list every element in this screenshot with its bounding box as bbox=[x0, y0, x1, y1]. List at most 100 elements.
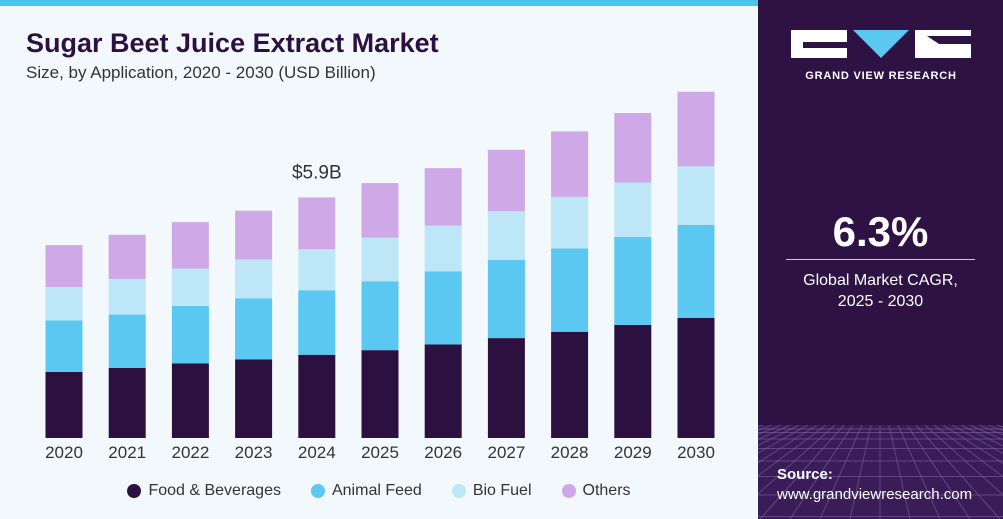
grid-line bbox=[897, 425, 941, 519]
bar-2021-food-beverages bbox=[108, 367, 146, 438]
bar-2025-animal-feed bbox=[361, 281, 399, 351]
x-tick-label: 2025 bbox=[361, 443, 399, 462]
bar-2029-others bbox=[614, 113, 652, 183]
bar-2030-bio-fuel bbox=[677, 166, 715, 225]
grid-line bbox=[915, 425, 1001, 519]
bar-2022-others bbox=[171, 222, 209, 269]
bar-2029-animal-feed bbox=[614, 237, 652, 325]
brand-logo: GRAND VIEW RESEARCH bbox=[791, 30, 971, 82]
bar-2030-food-beverages bbox=[677, 317, 715, 438]
grid-line bbox=[933, 425, 1003, 478]
stacked-bar-chart: 2020 2021 2022 2023 2024 2025 2026 2027 2028 2029… bbox=[45, 91, 715, 462]
x-tick-label: 2021 bbox=[108, 443, 146, 462]
bar-2021-others bbox=[108, 234, 146, 279]
bar-2025-bio-fuel bbox=[361, 237, 399, 282]
grid-line bbox=[942, 425, 1003, 464]
legend-label: Food & Beverages bbox=[148, 482, 281, 499]
x-tick-label: 2026 bbox=[424, 443, 462, 462]
bar-2020-bio-fuel bbox=[45, 286, 83, 321]
cagr-label-line-2: 2025 - 2030 bbox=[837, 293, 924, 310]
legend-swatch bbox=[310, 484, 325, 498]
grid-line bbox=[951, 425, 1003, 455]
bar-2029-food-beverages bbox=[614, 324, 652, 438]
bar-2028-bio-fuel bbox=[551, 196, 589, 249]
bar-2022-animal-feed bbox=[171, 305, 209, 364]
bar-2024-bio-fuel bbox=[298, 249, 336, 291]
x-tick-label: 2023 bbox=[235, 443, 273, 462]
grid-line bbox=[758, 425, 836, 495]
decorative-grid bbox=[758, 425, 1003, 519]
grid-line bbox=[758, 425, 809, 454]
bar-2026-food-beverages bbox=[424, 344, 462, 438]
bar-2026-animal-feed bbox=[424, 271, 462, 345]
legend-item-animal-feed: Animal Feed bbox=[310, 482, 422, 500]
bar-2028-food-beverages bbox=[551, 331, 589, 438]
bar-2022-food-beverages bbox=[171, 363, 209, 438]
bar-2028-animal-feed bbox=[551, 248, 589, 332]
bar-2022-bio-fuel bbox=[171, 268, 209, 306]
legend-swatch bbox=[561, 484, 576, 498]
bar-2030-animal-feed bbox=[677, 224, 715, 318]
bar-2023-others bbox=[235, 210, 273, 260]
bar-2024-animal-feed bbox=[298, 290, 336, 355]
top-accent-bar bbox=[0, 0, 758, 6]
source-label: Source: bbox=[777, 466, 833, 483]
x-tick-label: 2020 bbox=[45, 443, 83, 462]
bar-2023-food-beverages bbox=[235, 359, 273, 438]
bar-2027-bio-fuel bbox=[487, 211, 525, 260]
legend-label: Bio Fuel bbox=[472, 482, 532, 499]
bar-2027-others bbox=[487, 149, 525, 212]
chart-panel: Sugar Beet Juice Extract Market Size, by… bbox=[0, 0, 758, 519]
cagr-label-line-1: Global Market CAGR, bbox=[803, 272, 958, 289]
grid-line bbox=[789, 425, 854, 519]
legend-item-others: Others bbox=[561, 482, 631, 500]
grid-line bbox=[758, 425, 818, 464]
x-tick-label: 2028 bbox=[551, 443, 589, 462]
grid-line bbox=[758, 425, 827, 477]
grid-line bbox=[819, 425, 863, 519]
x-tick-label: 2024 bbox=[298, 443, 336, 462]
bar-2029-bio-fuel bbox=[614, 182, 652, 238]
grid-line bbox=[849, 425, 872, 519]
value-annotation: $5.9B bbox=[292, 162, 342, 183]
gvr-logo-icon bbox=[791, 30, 971, 58]
cagr-divider bbox=[786, 259, 975, 260]
legend-item-food-beverages: Food & Beverages bbox=[127, 482, 281, 500]
bar-2030-others bbox=[677, 91, 715, 167]
grid-line bbox=[758, 425, 800, 446]
bar-2025-others bbox=[361, 183, 399, 238]
bar-2020-food-beverages bbox=[45, 371, 83, 438]
bar-2020-others bbox=[45, 245, 83, 287]
chart-title: Sugar Beet Juice Extract Market bbox=[26, 28, 439, 58]
grid-line bbox=[924, 425, 1003, 496]
bar-2024-food-beverages bbox=[298, 354, 336, 438]
legend-item-bio-fuel: Bio Fuel bbox=[451, 482, 532, 500]
bar-2027-animal-feed bbox=[487, 260, 525, 339]
grid-line bbox=[888, 425, 911, 519]
bar-2026-bio-fuel bbox=[424, 225, 462, 272]
source-link[interactable]: www.grandviewresearch.com bbox=[777, 486, 973, 503]
x-tick-label: 2030 bbox=[677, 443, 715, 462]
legend-label: Others bbox=[582, 482, 631, 499]
x-tick-label: 2022 bbox=[171, 443, 209, 462]
brand-sidebar: GRAND VIEW RESEARCH 6.3% Global Market C… bbox=[758, 0, 1003, 519]
bar-2024-others bbox=[298, 197, 336, 250]
grid-line bbox=[960, 425, 1003, 447]
bar-2021-animal-feed bbox=[108, 314, 146, 368]
legend-label: Animal Feed bbox=[331, 482, 422, 499]
bar-2020-animal-feed bbox=[45, 320, 83, 372]
x-tick-label: 2027 bbox=[487, 443, 525, 462]
grid-line bbox=[906, 425, 971, 519]
cagr-value: 6.3% bbox=[832, 208, 929, 255]
cagr-label: Global Market CAGR, 2025 - 2030 bbox=[758, 270, 1003, 312]
bar-2027-food-beverages bbox=[487, 338, 525, 438]
legend-swatch bbox=[127, 484, 142, 498]
bar-2025-food-beverages bbox=[361, 350, 399, 438]
legend-swatch bbox=[451, 484, 466, 498]
bar-2023-bio-fuel bbox=[235, 259, 273, 299]
brand-name: GRAND VIEW RESEARCH bbox=[805, 70, 957, 82]
x-tick-label: 2029 bbox=[614, 443, 652, 462]
bar-2021-bio-fuel bbox=[108, 278, 146, 315]
bar-2028-others bbox=[551, 131, 589, 197]
